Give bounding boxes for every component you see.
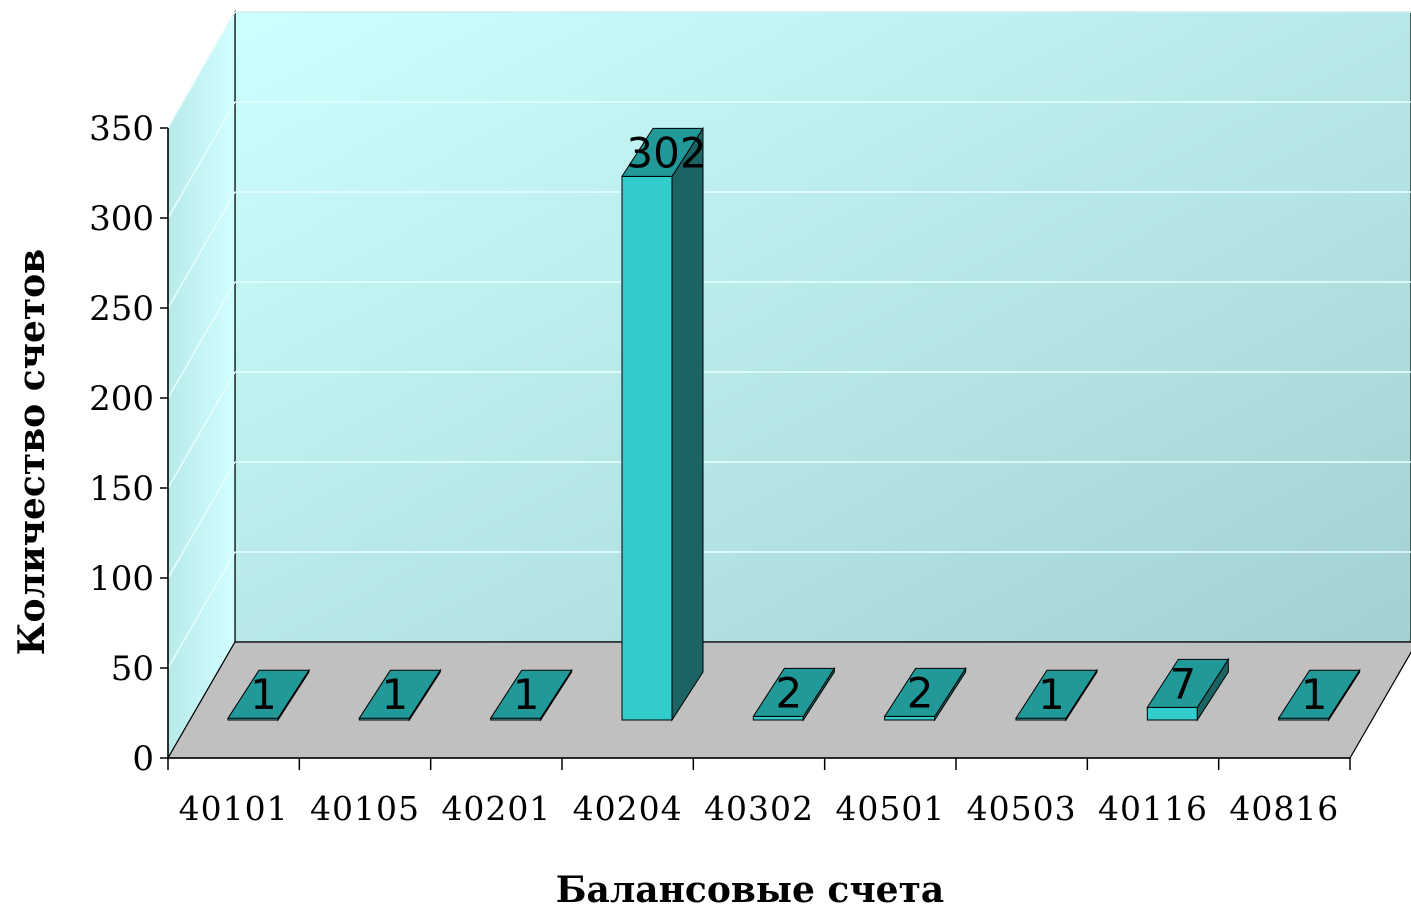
y-tick-labels: 0 50 100 150 200 250 300 350 — [89, 109, 154, 779]
bar-40501 — [883, 666, 967, 722]
x-tick-label: 40302 — [704, 789, 814, 828]
x-tick-label: 40204 — [573, 789, 683, 828]
y-tick-label: 300 — [89, 199, 154, 239]
x-tick-label: 40816 — [1229, 789, 1339, 828]
x-tick-label: 40105 — [310, 789, 420, 828]
x-tick-labels: 40101 40105 40201 40204 40302 40501 40503 40116… — [179, 789, 1339, 828]
y-tick-label: 50 — [111, 649, 154, 689]
data-label: 2 — [907, 668, 934, 717]
gridline-side — [167, 101, 236, 219]
gridline-side — [167, 11, 236, 129]
data-labels: 1 1 1 302 2 2 1 7 1 — [250, 128, 1327, 719]
y-tick-label: 200 — [89, 379, 154, 419]
bar-40204 — [621, 126, 704, 722]
bar-top — [358, 669, 442, 719]
data-label: 7 — [1169, 659, 1196, 708]
bar-40201 — [489, 668, 573, 722]
x-axis-title: Балансовые счета — [556, 869, 944, 909]
bar-40302 — [752, 666, 836, 722]
bar-top — [883, 667, 967, 717]
gridline-side — [167, 551, 236, 669]
x-tick-label: 40201 — [441, 789, 551, 828]
bar-40816 — [1277, 668, 1361, 722]
bar-top — [1015, 669, 1098, 719]
x-tick-label: 40501 — [835, 789, 945, 828]
data-label: 1 — [250, 670, 277, 719]
bar-top — [1277, 669, 1361, 719]
data-label: 1 — [513, 670, 540, 719]
data-label: 2 — [775, 668, 802, 717]
bar-side — [671, 126, 704, 722]
back-wall — [234, 11, 1411, 643]
data-label: 302 — [626, 128, 706, 177]
bar-top — [227, 669, 310, 719]
gridline-side — [167, 461, 236, 579]
bar-top — [752, 667, 836, 717]
y-axis-title: Количество счетов — [11, 249, 53, 655]
gridline-side — [167, 371, 236, 489]
bar-top — [1146, 658, 1230, 708]
bar-top — [489, 669, 573, 719]
data-label: 1 — [381, 670, 408, 719]
x-tick-label: 40116 — [1098, 789, 1208, 828]
y-tick-label: 150 — [89, 469, 154, 509]
gridlines — [167, 11, 1411, 669]
gridline-side — [167, 281, 236, 399]
side-wall — [167, 9, 236, 761]
bar-top — [621, 127, 704, 177]
data-label: 1 — [1301, 670, 1328, 719]
chart-walls — [166, 9, 1411, 761]
gridline-side — [167, 191, 236, 309]
bar-40116 — [1146, 657, 1230, 722]
bar-front — [1146, 706, 1198, 721]
bar-40105 — [358, 668, 442, 722]
bar-40101 — [227, 668, 310, 722]
x-tick-label: 40503 — [967, 789, 1077, 828]
y-tick-label: 350 — [89, 109, 154, 149]
axes — [160, 127, 1351, 770]
x-tick-label: 40101 — [179, 789, 289, 828]
bars — [227, 126, 1361, 722]
y-tick-label: 250 — [89, 289, 154, 329]
y-tick-label: 0 — [132, 739, 154, 779]
bar-front — [621, 175, 673, 721]
y-tick-label: 100 — [89, 559, 154, 599]
bar-40503 — [1015, 668, 1098, 722]
data-label: 1 — [1038, 670, 1065, 719]
